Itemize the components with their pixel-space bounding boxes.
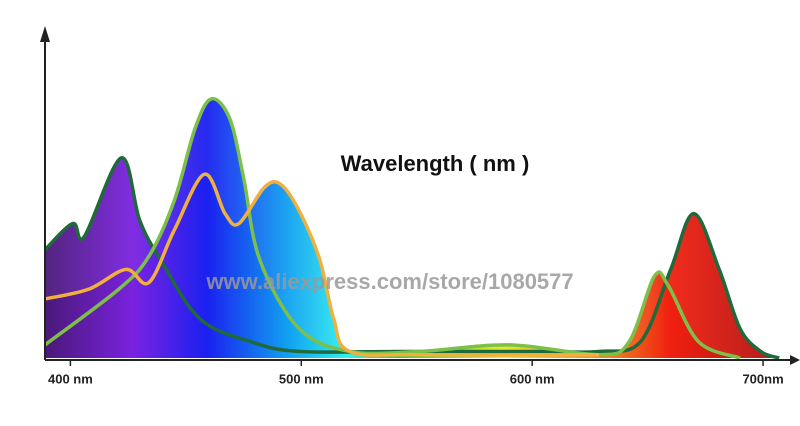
x-tick-label: 700nm: [742, 371, 783, 386]
watermark: www.aliexpress.com/store/1080577: [205, 269, 573, 294]
x-arrow: [790, 355, 800, 365]
x-tick-label: 500 nm: [279, 371, 324, 386]
x-tick-label: 600 nm: [510, 371, 555, 386]
spectrum-line: [44, 172, 600, 357]
x-tick-label: 400 nm: [48, 371, 93, 386]
y-arrow: [40, 26, 50, 42]
spectrum-line: [43, 96, 741, 360]
spectrum-area: [45, 174, 600, 358]
area-lines: [43, 96, 780, 360]
area-fills: [45, 98, 780, 358]
chart-title: Wavelength ( nm ): [341, 151, 530, 176]
